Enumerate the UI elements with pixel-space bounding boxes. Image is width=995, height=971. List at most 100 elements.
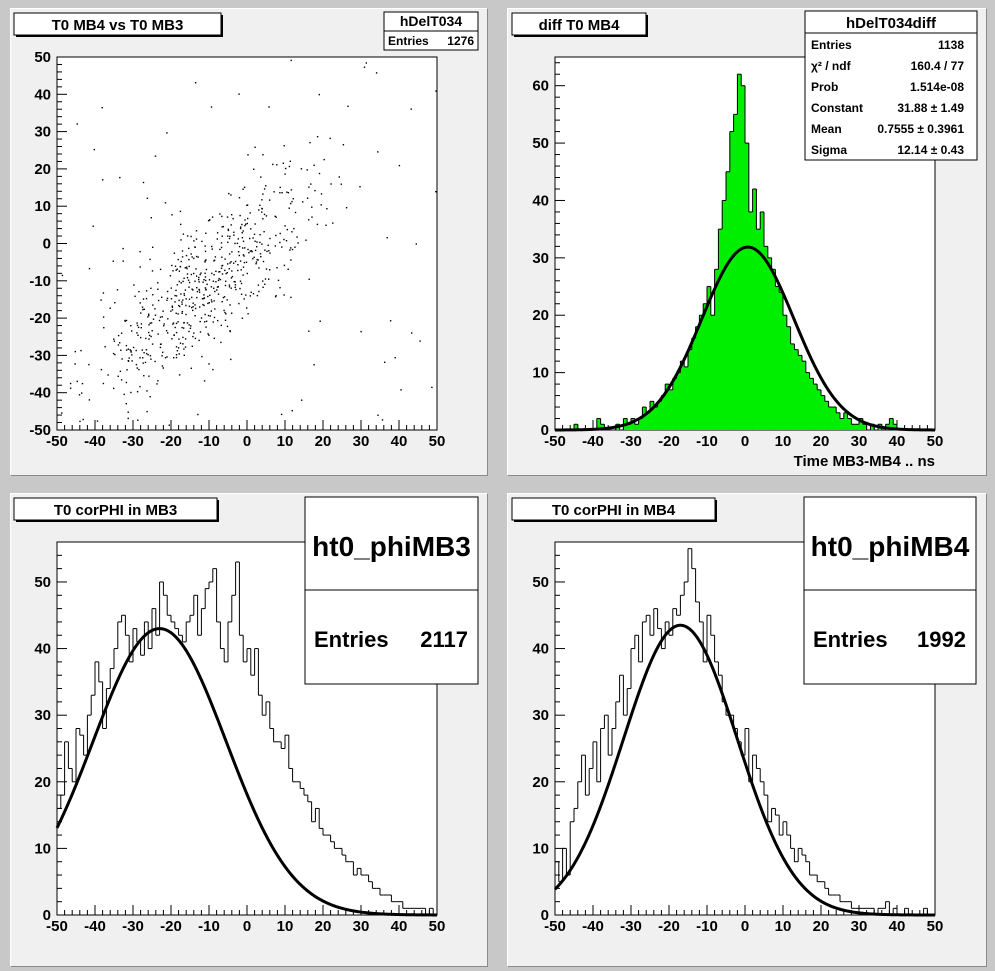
scatter-point: [146, 410, 148, 413]
scatter-point: [142, 357, 144, 359]
scatter-point: [180, 282, 182, 284]
scatter-point: [308, 330, 310, 332]
hist-bar: [680, 361, 685, 430]
x-tick-label: -40: [84, 433, 106, 450]
scatter-point: [212, 321, 214, 323]
scatter-point: [224, 284, 227, 287]
scatter-point: [294, 211, 297, 214]
hist-bar: [707, 286, 712, 430]
scatter-point: [363, 66, 366, 68]
scatter-point: [188, 258, 190, 261]
hist-bar: [764, 246, 769, 430]
hist-bar: [596, 418, 601, 430]
scatter-point: [138, 368, 140, 371]
scatter-point: [181, 303, 183, 305]
scatter-point: [205, 289, 207, 291]
scatter-point: [265, 215, 268, 217]
x-tick-label: -10: [198, 433, 220, 450]
scatter-point: [245, 294, 247, 296]
hist-bar: [893, 424, 898, 430]
scatter-point: [161, 316, 163, 318]
scatter-point: [254, 249, 257, 252]
scatter-point: [159, 316, 162, 318]
scatter-point: [238, 245, 241, 248]
stats-value: 160.4 / 77: [911, 59, 965, 73]
scatter-point: [274, 296, 277, 298]
scatter-point: [389, 320, 392, 322]
scatter-point: [143, 308, 145, 310]
scatter-point: [264, 278, 267, 280]
scatter-point: [360, 330, 362, 333]
hist-bar: [794, 349, 799, 430]
scatter-point: [203, 380, 206, 382]
scatter-point: [265, 185, 267, 187]
stats-label: χ² / ndf: [811, 59, 852, 73]
scatter-point: [225, 313, 227, 315]
scatter-point: [250, 250, 253, 252]
hist-bar: [805, 372, 810, 430]
scatter-point: [243, 261, 246, 264]
scatter-point: [198, 276, 200, 279]
hist-outline: [57, 561, 437, 916]
hist-bar: [714, 269, 719, 430]
scatter-point: [174, 294, 176, 297]
scatter-point: [264, 249, 266, 251]
y-tick-label: 40: [34, 641, 51, 658]
scatter-point: [283, 145, 285, 147]
scatter-point: [193, 272, 195, 275]
scatter-point: [119, 342, 121, 344]
x-tick-label: 20: [315, 918, 332, 935]
scatter-point: [162, 351, 164, 353]
x-tick-label: 30: [851, 433, 868, 450]
scatter-point: [228, 286, 231, 288]
scatter-point: [179, 210, 182, 213]
scatter-point: [230, 277, 233, 279]
scatter-point: [276, 267, 278, 269]
scatter-point: [232, 218, 234, 220]
scatter-point: [275, 216, 277, 218]
y-tick-label: 50: [34, 574, 51, 591]
scatter-point: [188, 305, 191, 307]
scatter-point: [229, 304, 231, 306]
x-tick-label: 20: [813, 918, 830, 935]
scatter-point: [130, 391, 132, 394]
scatter-point: [154, 360, 156, 363]
x-tick-label: -50: [46, 918, 68, 935]
scatter-point: [127, 411, 129, 413]
scatter-point: [220, 267, 223, 269]
scatter-point: [238, 302, 240, 305]
scatter-point: [224, 319, 227, 321]
scatter-point: [282, 162, 284, 164]
scatter-point: [227, 228, 229, 230]
scatter-point: [258, 267, 260, 269]
scatter-point: [231, 312, 233, 314]
scatter-point: [104, 346, 106, 348]
scatter-point: [226, 325, 229, 328]
y-tick-label: 50: [34, 49, 51, 66]
scatter-point: [260, 176, 262, 178]
scatter-point: [210, 310, 212, 312]
hist-bar: [737, 74, 742, 430]
scatter-point: [141, 349, 143, 351]
scatter-point: [137, 326, 140, 329]
scatter-point: [297, 242, 299, 244]
scatter-point: [162, 367, 164, 369]
scatter-point: [204, 272, 206, 274]
hist-bar: [574, 424, 579, 430]
scatter-point: [263, 231, 265, 233]
scatter-point: [204, 250, 207, 253]
scatter-point: [157, 299, 160, 302]
scatter-point: [156, 383, 158, 385]
scatter-point: [152, 294, 154, 296]
scatter-point: [61, 412, 63, 414]
scatter-point: [275, 295, 277, 297]
scatter-point: [166, 290, 169, 293]
scatter-point: [176, 268, 178, 270]
scatter-point: [178, 304, 180, 307]
scatter-point: [273, 191, 275, 193]
scatter-point: [148, 331, 150, 334]
scatter-point: [152, 304, 154, 306]
scatter-point: [170, 287, 172, 289]
scatter-point: [181, 256, 184, 258]
x-tick-label: -40: [582, 918, 604, 935]
